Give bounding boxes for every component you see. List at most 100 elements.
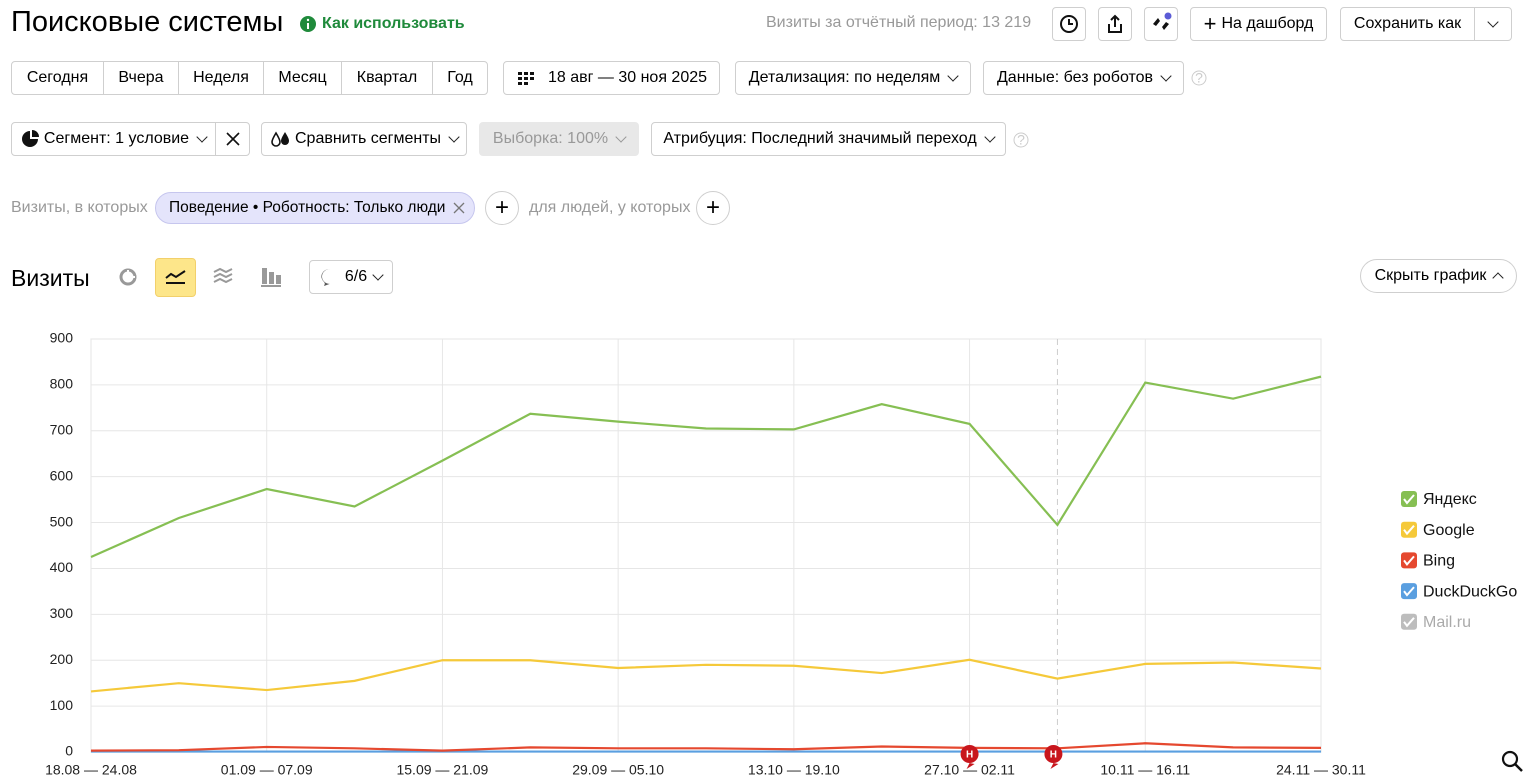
segment-clear[interactable] xyxy=(215,122,250,156)
date-range[interactable]: 18 авг — 30 ноя 2025 xyxy=(503,61,720,95)
legend-checkbox xyxy=(1401,491,1417,507)
period-button[interactable]: Неделя xyxy=(178,61,264,95)
dashboard-label: На дашборд xyxy=(1221,15,1314,32)
x-tick-label: 01.09 — 07.09 xyxy=(221,762,313,778)
chart-title: Визиты xyxy=(11,265,90,291)
y-tick-label: 600 xyxy=(50,467,74,483)
feedback-icon xyxy=(1153,12,1172,30)
filter-prefix: Визиты, в которых xyxy=(11,199,148,216)
legend-check xyxy=(1403,555,1415,566)
annotation-label: Н xyxy=(966,750,973,761)
help-link[interactable]: Как использовать xyxy=(322,15,465,32)
date-label: 18 авг — 30 ноя 2025 xyxy=(547,69,708,86)
hide-label: Скрыть график xyxy=(1374,267,1487,284)
x-tick-label: 29.09 — 05.10 xyxy=(572,762,664,778)
annotation-marker xyxy=(960,745,979,763)
legend-label: DuckDuckGo xyxy=(1423,583,1517,600)
data-select[interactable]: Данные: без роботов xyxy=(983,61,1184,95)
compare-label: Сравнить сегменты xyxy=(294,130,442,147)
legend-label: Google xyxy=(1423,522,1475,539)
series-line xyxy=(90,742,1322,752)
people-filter: для людей, у которых xyxy=(529,199,691,216)
annotation-label: Н xyxy=(1050,750,1057,761)
line-view[interactable] xyxy=(155,258,196,297)
annotations-count: 6/6 xyxy=(344,268,368,285)
history-button[interactable] xyxy=(1052,7,1086,41)
compare-select[interactable]: Сравнить сегменты xyxy=(261,122,467,156)
add-filter[interactable]: + xyxy=(485,191,519,225)
sample-select[interactable]: Выборка: 100% xyxy=(479,122,639,156)
legend-label: Mail.ru xyxy=(1423,614,1471,631)
detail-select[interactable]: Детализация: по неделям xyxy=(735,61,971,95)
period-button[interactable]: Месяц xyxy=(263,61,342,95)
series-line xyxy=(90,375,1322,558)
legend-checkbox xyxy=(1401,552,1417,569)
comment-icon xyxy=(321,268,330,286)
legend-label: Яндекс xyxy=(1423,491,1477,508)
svg-text:?: ? xyxy=(1017,132,1025,148)
period-button[interactable]: Вчера xyxy=(103,61,179,95)
data-label: Данные: без роботов xyxy=(996,69,1154,86)
period-button[interactable]: Год xyxy=(432,61,488,95)
legend-label: Bing xyxy=(1423,553,1455,570)
dashboard-button[interactable]: + На дашборд xyxy=(1190,7,1327,41)
attribution-label: Атрибуция: Последний значимый переход xyxy=(663,130,977,147)
y-tick-label: 800 xyxy=(50,376,74,392)
chip-close[interactable] xyxy=(452,201,466,215)
y-tick-label: 700 xyxy=(50,421,74,437)
segment-label: Сегмент: 1 условие xyxy=(43,130,190,147)
close-icon xyxy=(225,132,240,146)
pie-icon xyxy=(21,130,39,147)
attribution-select[interactable]: Атрибуция: Последний значимый переход xyxy=(651,122,1006,156)
share-icon xyxy=(1108,14,1122,33)
x-tick-label: 13.10 — 19.10 xyxy=(748,762,840,778)
detail-label: Детализация: по неделям xyxy=(748,69,941,86)
y-tick-label: 200 xyxy=(50,651,74,667)
add-people-filter[interactable]: + xyxy=(696,191,730,225)
save-button[interactable]: Сохранить как xyxy=(1340,7,1475,41)
x-tick-label: 24.11 — 30.11 xyxy=(1276,762,1366,778)
legend-checkbox xyxy=(1401,521,1417,538)
legend-checkbox xyxy=(1401,583,1417,600)
chip-label: Поведение • Роботность: Только люди xyxy=(169,199,446,216)
hide-chart[interactable]: Скрыть график xyxy=(1360,259,1517,293)
chart: 0 100 200 300 400 500 600 700 800 900 18.08 — 24.0… xyxy=(45,330,1523,778)
x-tick-label: 10.11 — 16.11 xyxy=(1100,762,1190,778)
x-tick-label: 18.08 — 24.08 xyxy=(45,762,137,778)
bar-view[interactable] xyxy=(260,266,282,288)
annotations-button[interactable]: 6/6 xyxy=(309,260,393,294)
y-tick-label: 300 xyxy=(50,605,74,621)
help-icon[interactable]: ? xyxy=(1013,132,1029,148)
legend-check xyxy=(1403,617,1415,628)
svg-text:?: ? xyxy=(1195,70,1203,86)
legend-check xyxy=(1403,586,1415,597)
visits-total: Визиты за отчётный период: 13 219 xyxy=(766,14,1032,31)
calendar-icon xyxy=(517,72,534,85)
sample-label: Выборка: 100% xyxy=(492,130,609,147)
legend-check xyxy=(1403,494,1415,505)
y-tick-label: 100 xyxy=(50,697,74,713)
help-icon[interactable]: ? xyxy=(1191,70,1207,86)
clock-icon xyxy=(1060,15,1078,33)
save-menu[interactable] xyxy=(1474,7,1512,41)
pie-view[interactable] xyxy=(118,267,138,287)
info-icon xyxy=(300,16,316,32)
x-tick-label: 27.10 — 02.11 xyxy=(924,762,1015,778)
search-icon xyxy=(1514,763,1523,772)
period-button[interactable]: Сегодня xyxy=(11,61,104,95)
annotation-marker xyxy=(1044,745,1063,763)
filter-chip[interactable]: Поведение • Роботность: Только люди xyxy=(155,192,475,224)
y-tick-label: 0 xyxy=(65,743,73,759)
segment-select[interactable]: Сегмент: 1 условие xyxy=(11,122,216,156)
feedback-button[interactable] xyxy=(1144,7,1178,41)
legend-check xyxy=(1403,525,1415,536)
search-icon[interactable] xyxy=(1501,750,1519,768)
annotation-marker xyxy=(966,763,975,769)
y-tick-label: 400 xyxy=(50,559,74,575)
period-button[interactable]: Квартал xyxy=(341,61,433,95)
y-tick-label: 500 xyxy=(50,513,74,529)
share-button[interactable] xyxy=(1098,7,1132,41)
area-view[interactable] xyxy=(212,267,234,287)
legend-checkbox xyxy=(1401,613,1417,630)
